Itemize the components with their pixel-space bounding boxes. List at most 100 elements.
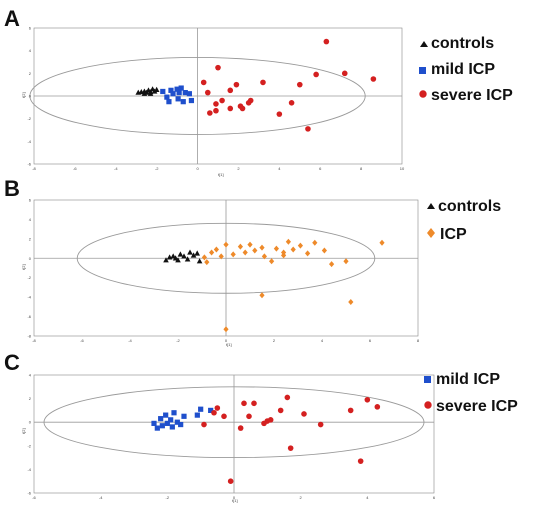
panel-a-point-severe	[215, 64, 221, 71]
panel-c-point-mild	[181, 413, 187, 419]
panel-b-point-icp	[379, 239, 385, 246]
panel-c-legend-severe-label: severe ICP	[436, 398, 518, 415]
legend-triangle-marker	[420, 41, 428, 47]
panel-a-ytick-label: 0	[29, 94, 32, 99]
panel-b-point-icp	[252, 247, 258, 254]
panel-b-point-icp	[305, 250, 311, 257]
panel-a-point-severe	[305, 126, 311, 132]
panel-c-legend-mild: mild ICP	[424, 371, 500, 388]
legend-square-marker	[419, 67, 426, 74]
panel-b-point-controls	[181, 253, 187, 259]
panel-c-point-severe	[374, 404, 381, 410]
panel-a-ytick-label: 2	[29, 71, 32, 76]
panel-a-point-mild	[182, 90, 188, 96]
panel-c-point-severe	[301, 411, 307, 417]
panel-c-point-mild	[171, 410, 177, 416]
panel-a-xtick-label: -8	[32, 166, 36, 171]
panel-a-point-mild	[188, 97, 195, 104]
panel-c-point-severe	[277, 407, 284, 414]
panel-c-ytick-label: 0	[29, 420, 32, 425]
panel-a-xtick-label: 10	[400, 166, 405, 171]
panel-b-point-icp	[261, 253, 267, 260]
panel-a-xlabel: t[1]	[218, 172, 224, 177]
panel-b-ytick-label: 6	[29, 198, 32, 203]
panel-c-xtick-label: 6	[433, 495, 436, 500]
panel-b-xtick-label: -4	[128, 338, 132, 343]
panel-c-xlabel: t[1]	[232, 498, 238, 503]
panel-a-point-mild	[174, 86, 180, 92]
panel-c-point-severe	[246, 413, 252, 420]
panel-a-point-severe	[239, 105, 246, 112]
panel-c-point-mild	[168, 417, 174, 423]
panel-c-legend: mild ICP severe ICP	[424, 371, 518, 415]
panel-b-ytick-label: 0	[29, 256, 32, 261]
panel-a-point-severe	[296, 81, 303, 88]
panel-b-point-icp	[223, 241, 229, 248]
panel-b-ytick-label: -8	[27, 334, 31, 339]
panel-c-point-mild	[178, 421, 184, 428]
panel-a-point-controls	[141, 90, 148, 96]
panel-b-point-controls	[196, 258, 203, 264]
panel-c-point-mild	[198, 406, 204, 412]
panel-a-legend-severe: severe ICP	[419, 87, 513, 104]
panel-c-ylabel: t[2]	[21, 428, 26, 434]
panel-c-xtick-label: -2	[166, 495, 170, 500]
panel-c-point-mild	[159, 423, 165, 429]
panel-a-point-severe	[207, 110, 213, 116]
panel-c-ytick-label: 4	[29, 373, 32, 378]
panel-b-confidence-ellipse	[76, 222, 376, 294]
panel-b-point-controls	[163, 257, 169, 263]
panel-b-point-icp	[247, 241, 253, 248]
legend-circle-marker	[424, 401, 432, 409]
panel-b-ytick-label: -6	[27, 314, 31, 319]
panel-b-point-icp	[269, 258, 275, 265]
panel-b-point-icp	[290, 246, 296, 253]
panel-c-point-severe	[251, 400, 257, 407]
panel-a-point-mild	[170, 91, 176, 97]
panel-c-point-severe	[221, 413, 227, 420]
panel-a-ytick-label: -2	[27, 116, 31, 121]
panel-b-xtick-label: 8	[417, 338, 420, 343]
panel-c-point-severe	[284, 394, 291, 401]
panel-b-point-icp	[204, 259, 210, 266]
panel-b-xtick-label: -8	[32, 338, 36, 343]
panel-a-legend-mild: mild ICP	[419, 61, 495, 78]
panel-c-legend-mild-label: mild ICP	[436, 371, 500, 388]
panel-a-xtick-label: 4	[278, 166, 281, 171]
panel-a-point-severe	[247, 97, 254, 104]
panel-b-point-icp	[223, 326, 229, 333]
panel-b-point-icp	[348, 299, 354, 305]
panel-c-point-severe	[237, 425, 244, 431]
panel-c-ytick-label: -6	[27, 491, 31, 496]
panel-a-ytick-label: -4	[27, 139, 31, 144]
panel-c-xtick-label: 2	[300, 495, 303, 500]
panel-a-point-mild	[160, 88, 166, 95]
panel-c-point-severe	[357, 458, 364, 464]
panel-a-point-severe	[370, 76, 377, 82]
panel-a-xtick-label: 8	[360, 166, 363, 171]
panel-a-point-mild	[164, 94, 170, 100]
panel-c-point-mild	[194, 412, 200, 418]
panel-a-ylabel: t[2]	[21, 92, 26, 98]
panel-a-point-mild	[180, 99, 186, 105]
panel-a-point-severe	[341, 70, 348, 77]
panel-a-legend: controls mild ICP severe ICP	[419, 35, 513, 104]
panel-b-legend-icp: ICP	[427, 226, 467, 243]
panel-c-xtick-label: 4	[366, 495, 369, 500]
legend-triangle-marker	[427, 203, 435, 209]
panel-c-point-mild	[163, 412, 169, 418]
panel-a-point-severe	[276, 111, 283, 117]
panel-b-point-icp	[321, 247, 327, 254]
panel-a-point-controls	[153, 86, 160, 92]
legend-square-marker	[424, 376, 431, 383]
panel-a: A t[1] t[2] controls mild ICP severe ICP…	[4, 6, 513, 177]
panel-c-xtick-label: -4	[99, 495, 103, 500]
panel-a-legend-mild-label: mild ICP	[431, 61, 495, 78]
panel-c-confidence-ellipse	[43, 386, 425, 459]
panel-a-xtick-label: -4	[114, 166, 118, 171]
panel-b-letter: B	[4, 176, 20, 201]
panel-b-point-controls	[177, 251, 184, 257]
panel-c-xtick-label: 0	[233, 495, 236, 500]
panel-b-point-controls	[175, 257, 181, 263]
panel-b-ytick-label: 4	[29, 217, 32, 222]
